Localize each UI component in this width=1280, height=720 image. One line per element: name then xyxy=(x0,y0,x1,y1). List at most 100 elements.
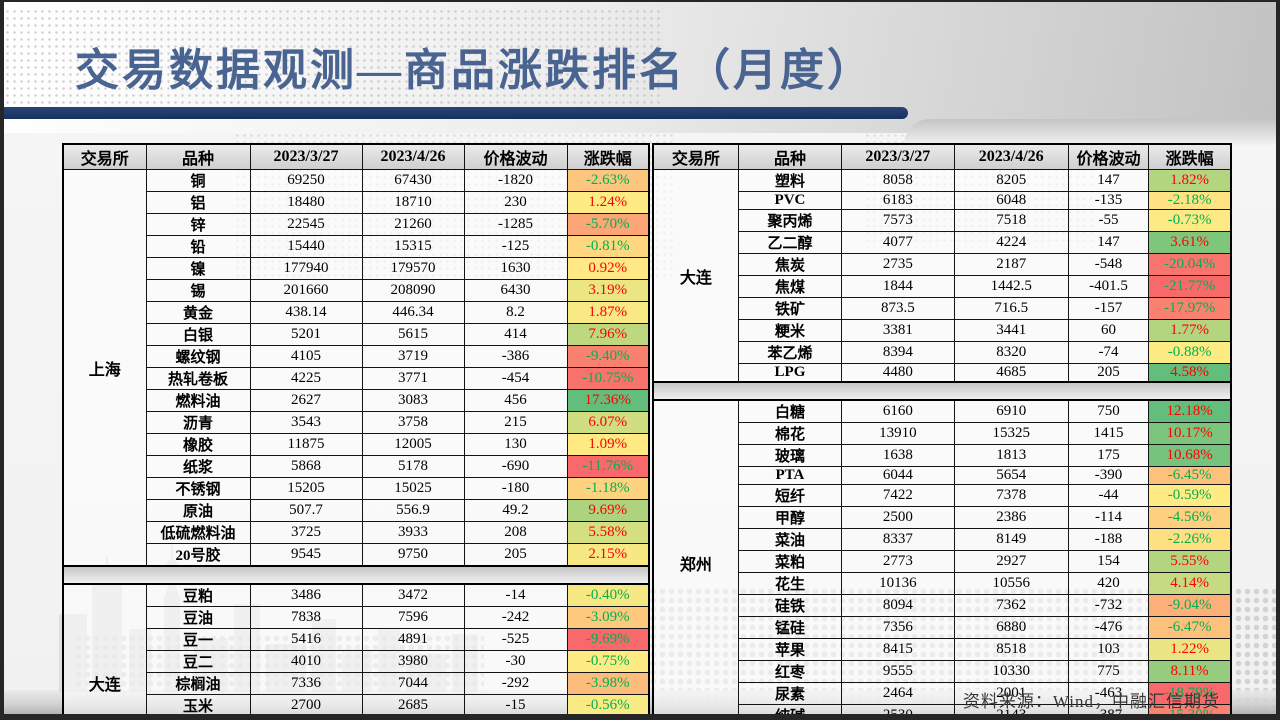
table-row: 锡 201660 208090 6430 3.19% xyxy=(63,279,650,302)
exchange-cell: 大连 xyxy=(652,169,739,383)
header-swoosh xyxy=(904,119,1276,145)
price-change-cell: 208 xyxy=(463,521,568,544)
price-end-cell: 7362 xyxy=(953,593,1069,617)
price-end-cell: 6880 xyxy=(953,615,1069,639)
table-row: 热轧卷板 4225 3771 -454 -10.75% xyxy=(63,367,650,390)
column-header-exchange: 交易所 xyxy=(62,143,147,170)
commodity-name-cell: 锌 xyxy=(145,213,251,236)
price-start-cell: 7336 xyxy=(249,671,363,695)
pct-change-cell: 12.18% xyxy=(1148,399,1232,423)
pct-change-cell: 1.82% xyxy=(1148,169,1232,192)
price-change-cell: -1820 xyxy=(463,169,568,192)
commodity-name-cell: 锡 xyxy=(145,279,251,302)
price-change-cell: 1415 xyxy=(1067,421,1150,445)
table-row: 焦炭 2735 2187 -548 -20.04% xyxy=(653,253,1232,276)
price-change-cell: -125 xyxy=(463,235,568,258)
table-header-row: 交易所 品种 2023/3/27 2023/4/26 价格波动 涨跌幅 xyxy=(62,143,650,170)
price-start-cell: 8094 xyxy=(841,593,955,617)
pct-change-cell: 1.87% xyxy=(566,301,650,324)
commodity-name-cell: 豆二 xyxy=(145,649,251,673)
table-row: 郑州 白糖 6160 6910 750 12.18% xyxy=(652,399,1232,714)
commodity-name-cell: 菜油 xyxy=(737,527,843,551)
price-end-cell: 3083 xyxy=(361,389,465,412)
commodity-name-cell: 焦煤 xyxy=(737,275,843,298)
price-start-cell: 2500 xyxy=(841,505,955,529)
table-row: 乙二醇 4077 4224 147 3.61% xyxy=(653,231,1232,254)
price-start-cell: 3725 xyxy=(249,521,363,544)
commodity-name-cell: 乙二醇 xyxy=(737,231,843,254)
price-change-cell: 775 xyxy=(1067,659,1150,683)
price-start-cell: 2735 xyxy=(841,253,955,276)
price-end-cell: 7378 xyxy=(953,483,1069,507)
price-start-cell: 10136 xyxy=(841,571,955,595)
commodity-name-cell: 铅 xyxy=(145,235,251,258)
source-note: 资料来源：Wind，中融汇信期货 xyxy=(962,692,1220,711)
price-end-cell: 67430 xyxy=(361,169,465,192)
price-change-cell: -55 xyxy=(1067,209,1150,232)
price-end-cell: 1813 xyxy=(953,443,1069,467)
price-end-cell: 2927 xyxy=(953,549,1069,573)
price-change-cell: -74 xyxy=(1067,341,1150,364)
price-change-cell: 147 xyxy=(1067,231,1150,254)
table-row: 镍 177940 179570 1630 0.92% xyxy=(63,257,650,280)
pct-change-cell: -0.75% xyxy=(566,649,650,673)
price-change-cell: -15 xyxy=(463,693,568,714)
price-change-cell: 60 xyxy=(1067,319,1150,342)
table-row: PTA 6044 5654 -390 -6.45% xyxy=(653,465,1232,485)
section-separator-row xyxy=(652,381,1232,401)
pct-change-cell: 3.19% xyxy=(566,279,650,302)
pct-change-cell: -0.59% xyxy=(1148,483,1232,507)
pct-change-cell: -2.18% xyxy=(1148,191,1232,210)
price-end-cell: 18710 xyxy=(361,191,465,214)
price-change-cell: 1630 xyxy=(463,257,568,280)
price-end-cell: 2386 xyxy=(953,505,1069,529)
table-row: 大连 豆粕 3486 3472 -14 -0.40% xyxy=(62,583,650,714)
price-start-cell: 2530 xyxy=(841,703,955,714)
commodity-name-cell: 铝 xyxy=(145,191,251,214)
exchange-cell: 郑州 xyxy=(652,399,739,714)
table-header-row: 交易所 品种 2023/3/27 2023/4/26 价格波动 涨跌幅 xyxy=(652,143,1232,170)
price-change-cell: -390 xyxy=(1067,465,1150,485)
pct-change-cell: -15.30% xyxy=(1148,703,1232,714)
table-row: 甲醇 2500 2386 -114 -4.56% xyxy=(653,505,1232,529)
price-end-cell: 5178 xyxy=(361,455,465,478)
price-start-cell: 4077 xyxy=(841,231,955,254)
pct-change-cell: -3.98% xyxy=(566,671,650,695)
price-change-cell: -1285 xyxy=(463,213,568,236)
table-row: 豆二 4010 3980 -30 -0.75% xyxy=(63,649,650,673)
table-row: 不锈钢 15205 15025 -180 -1.18% xyxy=(63,477,650,500)
table-row: 聚丙烯 7573 7518 -55 -0.73% xyxy=(653,209,1232,232)
column-header-price-change: 价格波动 xyxy=(1067,143,1150,170)
table-row: 纸浆 5868 5178 -690 -11.76% xyxy=(63,455,650,478)
table-row: 豆油 7838 7596 -242 -3.09% xyxy=(63,605,650,629)
price-end-cell: 6910 xyxy=(953,399,1069,423)
price-start-cell: 5201 xyxy=(249,323,363,346)
table-row: 铁矿 873.5 716.5 -157 -17.97% xyxy=(653,297,1232,320)
price-end-cell: 5615 xyxy=(361,323,465,346)
table-row: 铝 18480 18710 230 1.24% xyxy=(63,191,650,214)
commodity-name-cell: PVC xyxy=(737,191,843,210)
price-end-cell: 10330 xyxy=(953,659,1069,683)
price-end-cell: 15025 xyxy=(361,477,465,500)
table-row: 白银 5201 5615 414 7.96% xyxy=(63,323,650,346)
price-end-cell: 2001 xyxy=(953,681,1069,705)
table-row: LPG 4480 4685 205 4.58% xyxy=(653,363,1232,383)
commodity-name-cell: 硅铁 xyxy=(737,593,843,617)
pct-change-cell: 0.92% xyxy=(566,257,650,280)
price-change-cell: 414 xyxy=(463,323,568,346)
price-end-cell: 8149 xyxy=(953,527,1069,551)
column-header-commodity: 品种 xyxy=(737,143,843,170)
price-change-cell: -476 xyxy=(1067,615,1150,639)
pct-change-cell: 17.36% xyxy=(566,389,650,412)
column-header-date-end: 2023/4/26 xyxy=(361,143,465,170)
pct-change-cell: 7.96% xyxy=(566,323,650,346)
price-end-cell: 7044 xyxy=(361,671,465,695)
table-row: 棕榈油 7336 7044 -292 -3.98% xyxy=(63,671,650,695)
price-change-cell: 175 xyxy=(1067,443,1150,467)
pct-change-cell: -6.47% xyxy=(1148,615,1232,639)
commodity-name-cell: 螺纹钢 xyxy=(145,345,251,368)
price-end-cell: 446.34 xyxy=(361,301,465,324)
price-start-cell: 438.14 xyxy=(249,301,363,324)
price-change-cell: 456 xyxy=(463,389,568,412)
pct-change-cell: -10.75% xyxy=(566,367,650,390)
